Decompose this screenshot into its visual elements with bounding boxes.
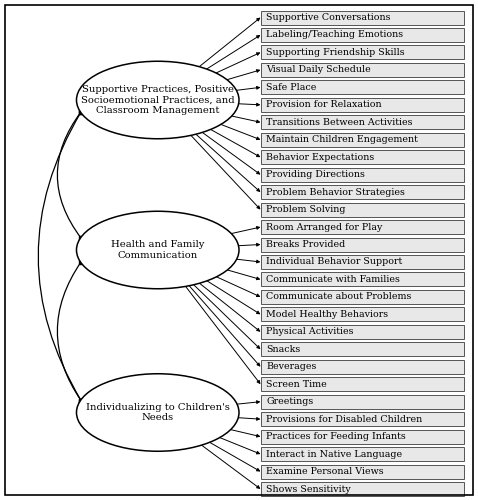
FancyBboxPatch shape xyxy=(261,394,464,408)
Text: Providing Directions: Providing Directions xyxy=(266,170,365,179)
FancyBboxPatch shape xyxy=(261,150,464,164)
FancyBboxPatch shape xyxy=(261,168,464,181)
Text: Health and Family
Communication: Health and Family Communication xyxy=(111,240,205,260)
Text: Transitions Between Activities: Transitions Between Activities xyxy=(266,118,413,127)
FancyBboxPatch shape xyxy=(261,132,464,146)
FancyBboxPatch shape xyxy=(261,412,464,426)
Ellipse shape xyxy=(76,374,239,451)
Text: Room Arranged for Play: Room Arranged for Play xyxy=(266,222,382,232)
FancyBboxPatch shape xyxy=(261,290,464,304)
Text: Communicate about Problems: Communicate about Problems xyxy=(266,292,412,302)
FancyBboxPatch shape xyxy=(261,255,464,269)
FancyBboxPatch shape xyxy=(261,447,464,461)
Text: Provision for Relaxation: Provision for Relaxation xyxy=(266,100,382,110)
Text: Screen Time: Screen Time xyxy=(266,380,327,388)
Text: Examine Personal Views: Examine Personal Views xyxy=(266,467,384,476)
Text: Problem Solving: Problem Solving xyxy=(266,205,346,214)
FancyBboxPatch shape xyxy=(261,185,464,199)
Ellipse shape xyxy=(76,211,239,289)
Text: Labeling/Teaching Emotions: Labeling/Teaching Emotions xyxy=(266,30,403,40)
Text: Communicate with Families: Communicate with Families xyxy=(266,275,400,284)
FancyBboxPatch shape xyxy=(261,220,464,234)
Text: Visual Daily Schedule: Visual Daily Schedule xyxy=(266,66,371,74)
Text: Problem Behavior Strategies: Problem Behavior Strategies xyxy=(266,188,405,196)
Text: Maintain Children Engagement: Maintain Children Engagement xyxy=(266,135,418,144)
FancyBboxPatch shape xyxy=(261,28,464,42)
Text: Shows Sensitivity: Shows Sensitivity xyxy=(266,484,351,494)
FancyBboxPatch shape xyxy=(261,464,464,478)
Text: Behavior Expectations: Behavior Expectations xyxy=(266,152,374,162)
FancyBboxPatch shape xyxy=(261,430,464,444)
Text: Breaks Provided: Breaks Provided xyxy=(266,240,346,249)
Text: Greetings: Greetings xyxy=(266,397,314,406)
FancyBboxPatch shape xyxy=(261,238,464,252)
Text: Provisions for Disabled Children: Provisions for Disabled Children xyxy=(266,414,423,424)
FancyBboxPatch shape xyxy=(261,377,464,391)
Text: Supportive Conversations: Supportive Conversations xyxy=(266,13,391,22)
Text: Physical Activities: Physical Activities xyxy=(266,328,354,336)
Text: Model Healthy Behaviors: Model Healthy Behaviors xyxy=(266,310,388,319)
Text: Snacks: Snacks xyxy=(266,345,301,354)
FancyBboxPatch shape xyxy=(261,272,464,286)
Text: Supportive Practices, Positive
Socioemotional Practices, and
Classroom Managemen: Supportive Practices, Positive Socioemot… xyxy=(81,85,235,115)
FancyBboxPatch shape xyxy=(261,98,464,112)
FancyBboxPatch shape xyxy=(261,46,464,60)
Text: Individual Behavior Support: Individual Behavior Support xyxy=(266,258,402,266)
FancyBboxPatch shape xyxy=(261,10,464,24)
Text: Practices for Feeding Infants: Practices for Feeding Infants xyxy=(266,432,406,441)
Text: Individualizing to Children's
Needs: Individualizing to Children's Needs xyxy=(86,403,229,422)
FancyBboxPatch shape xyxy=(261,360,464,374)
Text: Supporting Friendship Skills: Supporting Friendship Skills xyxy=(266,48,405,57)
FancyBboxPatch shape xyxy=(261,80,464,94)
FancyBboxPatch shape xyxy=(261,63,464,77)
FancyBboxPatch shape xyxy=(261,342,464,356)
FancyBboxPatch shape xyxy=(261,116,464,130)
Text: Interact in Native Language: Interact in Native Language xyxy=(266,450,402,458)
Ellipse shape xyxy=(76,61,239,138)
Text: Beverages: Beverages xyxy=(266,362,316,372)
FancyBboxPatch shape xyxy=(261,482,464,496)
FancyBboxPatch shape xyxy=(261,308,464,322)
FancyBboxPatch shape xyxy=(261,202,464,216)
FancyBboxPatch shape xyxy=(261,325,464,339)
Text: Safe Place: Safe Place xyxy=(266,83,316,92)
